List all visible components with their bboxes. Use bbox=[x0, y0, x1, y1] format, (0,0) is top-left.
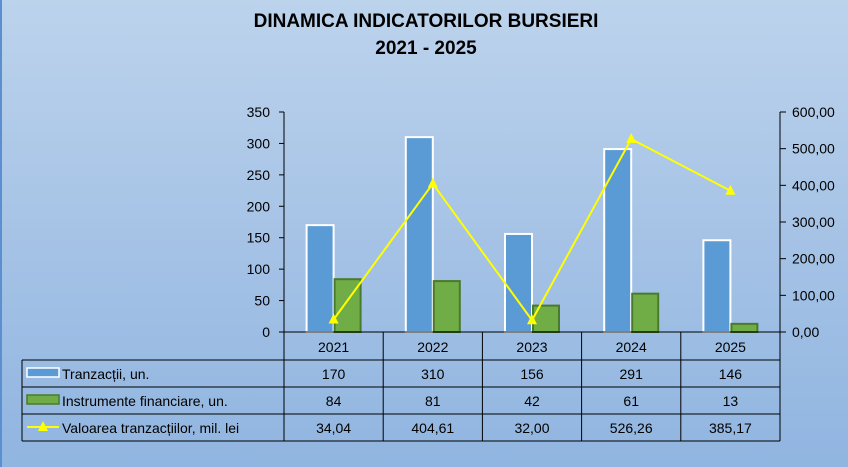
bar-tranzactii bbox=[404, 136, 434, 333]
legend-key bbox=[26, 394, 60, 405]
left-tick-label: 0 bbox=[262, 324, 270, 340]
legend-label: Instrumente financiare, un. bbox=[62, 393, 228, 409]
legend-label: Tranzacții, un. bbox=[62, 366, 149, 382]
left-tick-label: 100 bbox=[247, 261, 271, 277]
category-label: 2021 bbox=[318, 339, 349, 355]
category-label: 2025 bbox=[715, 339, 746, 355]
right-tick-label: 500,00 bbox=[792, 141, 835, 157]
bar-instrumente bbox=[631, 292, 660, 333]
data-table-value: 146 bbox=[719, 366, 743, 382]
bar-tranzactii bbox=[305, 224, 335, 333]
left-tick-label: 300 bbox=[247, 135, 271, 151]
bar-tranzactii bbox=[504, 232, 533, 333]
legend-key bbox=[26, 367, 60, 378]
left-tick-label: 150 bbox=[247, 230, 271, 246]
right-tick-label: 400,00 bbox=[792, 177, 835, 193]
left-tick-label: 200 bbox=[247, 198, 271, 214]
bar-tranzactii bbox=[702, 239, 732, 334]
line-marker bbox=[427, 177, 438, 188]
data-table-value: 310 bbox=[421, 366, 445, 382]
right-tick-label: 600,00 bbox=[792, 104, 835, 120]
data-table-value: 385,17 bbox=[709, 420, 752, 436]
left-tick-label: 250 bbox=[247, 167, 271, 183]
data-table-value: 42 bbox=[524, 393, 540, 409]
line-marker bbox=[328, 313, 339, 324]
right-tick-label: 0,00 bbox=[792, 324, 819, 340]
bar-instrumente bbox=[730, 322, 759, 334]
chart-title: DINAMICA INDICATORILOR BURSIERI bbox=[253, 11, 599, 32]
bar-tranzactii bbox=[603, 148, 633, 333]
data-table-value: 81 bbox=[425, 393, 441, 409]
data-table-value: 13 bbox=[723, 393, 739, 409]
category-label: 2024 bbox=[616, 339, 647, 355]
data-table-value: 526,26 bbox=[610, 420, 653, 436]
data-table-value: 156 bbox=[520, 366, 544, 382]
line-marker bbox=[527, 314, 537, 325]
data-table-value: 291 bbox=[620, 366, 644, 382]
left-tick-label: 50 bbox=[254, 293, 270, 309]
data-table-value: 404,61 bbox=[411, 420, 454, 436]
right-tick-label: 200,00 bbox=[792, 251, 835, 267]
legend-label: Valoarea tranzacțiilor, mil. lei bbox=[62, 420, 239, 436]
left-tick-label: 350 bbox=[247, 104, 271, 120]
data-table-value: 170 bbox=[322, 366, 346, 382]
data-table-value: 61 bbox=[623, 393, 639, 409]
data-table-value: 84 bbox=[326, 393, 342, 409]
bar-instrumente bbox=[432, 280, 461, 334]
category-label: 2023 bbox=[516, 339, 547, 355]
chart-subtitle: 2021 - 2025 bbox=[375, 38, 477, 59]
line-marker bbox=[725, 184, 736, 195]
right-tick-label: 100,00 bbox=[792, 287, 835, 303]
right-tick-label: 300,00 bbox=[792, 214, 835, 230]
legend-key-marker bbox=[38, 421, 48, 431]
line-marker bbox=[626, 133, 637, 144]
data-table-value: 32,00 bbox=[514, 420, 549, 436]
category-label: 2022 bbox=[417, 339, 448, 355]
data-table-value: 34,04 bbox=[316, 420, 351, 436]
